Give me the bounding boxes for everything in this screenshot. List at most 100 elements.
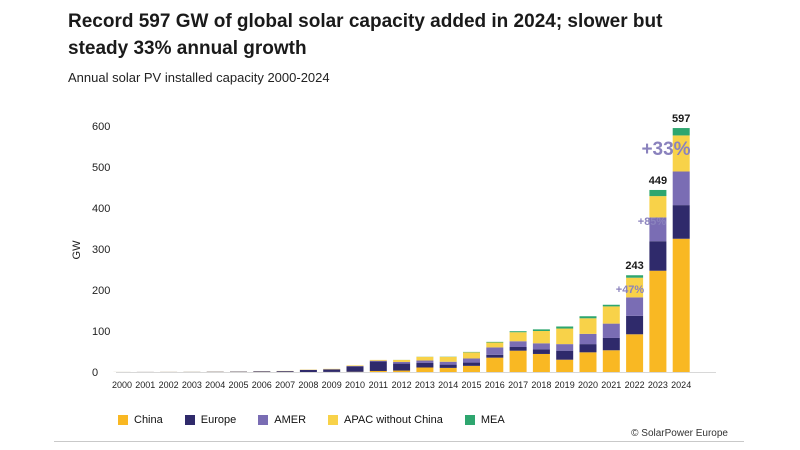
bar-apac-without-china-2010 [346,365,364,367]
bar-europe-2006 [253,371,271,372]
bar-mea-2022 [626,275,644,278]
legend-label: Europe [200,414,237,426]
bar-apac-without-china-2013 [416,356,434,361]
bar-europe-2014 [439,364,457,368]
bar-mea-2017 [509,331,527,333]
bar-mea-2021 [602,304,620,307]
bar-amer-2022 [626,297,644,316]
legend-swatch [184,415,195,425]
bar-europe-2022 [626,315,644,335]
bar-amer-2018 [532,343,550,350]
bar-europe-2010 [346,366,364,372]
bar-apac-without-china-2017 [509,332,527,342]
bar-apac-without-china-2019 [556,328,574,345]
bar-europe-2016 [486,354,504,358]
legend-swatch [464,415,475,425]
x-tick-label: 2009 [322,380,342,390]
bar-apac-without-china-2012 [393,359,411,362]
legend-label: MEA [480,414,505,426]
legend-item-apac-without-china: APAC without China [328,414,443,426]
bar-europe-2009 [323,369,341,372]
bar-amer-2019 [556,344,574,351]
x-tick-label: 2010 [345,380,365,390]
x-tick-label: 2023 [648,380,668,390]
x-tick-label: 2003 [182,380,202,390]
x-tick-label: 2016 [485,380,505,390]
bar-apac-without-china-2022 [626,277,644,298]
bar-apac-without-china-2020 [579,318,597,334]
bar-mea-2023 [649,189,667,197]
bar-china-2015 [463,365,480,372]
bar-china-2019 [556,359,574,372]
growth-label-2024: +33% [641,139,690,160]
x-tick-label: 2000 [112,380,132,390]
legend-item-amer: AMER [258,414,306,426]
legend-swatch [258,415,269,425]
bar-china-2024 [672,238,690,372]
x-tick-label: 2004 [205,380,225,390]
x-tick-label: 2014 [438,380,458,390]
bar-amer-2011 [369,360,387,362]
y-tick-label: 600 [92,121,110,133]
x-tick-label: 2006 [252,380,272,390]
bar-china-2013 [416,367,434,372]
bar-europe-2015 [463,362,480,366]
bar-china-2011 [369,370,387,372]
bar-europe-2020 [579,344,597,353]
legend: China Europe AMER APAC without China MEA [118,414,505,426]
y-tick-label: 0 [92,367,98,379]
bar-amer-2024 [672,171,690,206]
x-tick-label: 2002 [159,380,179,390]
bar-apac-without-china-2023 [649,196,667,218]
y-tick-label: 300 [92,244,110,256]
total-label-2022: 243 [625,260,643,272]
x-tick-label: 2019 [555,380,575,390]
bar-apac-without-china-2024 [672,135,690,172]
x-tick-label: 2007 [275,380,295,390]
x-tick-label: 2015 [461,380,481,390]
bar-china-2023 [649,270,667,372]
y-tick-label: 500 [92,162,110,174]
bar-amer-2015 [463,358,480,363]
x-tick-label: 2012 [392,380,412,390]
bar-amer-2023 [649,217,667,242]
bar-china-2022 [626,334,644,372]
x-tick-label: 2021 [601,380,621,390]
x-tick-label: 2001 [135,380,155,390]
x-tick-label: 2008 [298,380,318,390]
bar-mea-2016 [486,341,504,343]
growth-label-2023: +85% [638,216,667,228]
legend-label: APAC without China [344,414,443,426]
legend-swatch [118,415,128,425]
bar-amer-2020 [579,333,597,345]
chart-title: Record 597 GW of global solar capacity a… [68,11,663,59]
y-tick-label: 100 [92,326,110,338]
chart-subtitle: Annual solar PV installed capacity 2000-… [68,70,330,85]
legend-item-europe: Europe [184,414,237,426]
bar-mea-2018 [532,329,550,331]
bar-china-2018 [532,353,550,372]
total-label-2024: 597 [672,113,690,125]
bar-amer-2012 [393,361,411,364]
chart-frame [54,0,744,442]
x-tick-label: 2020 [578,380,598,390]
bar-europe-2018 [532,349,550,354]
bar-china-2021 [602,350,620,372]
x-tick-label: 2024 [671,380,691,390]
y-tick-label: 200 [92,285,110,297]
legend-swatch [328,415,339,425]
bar-apac-without-china-2016 [486,342,504,348]
bar-apac-without-china-2018 [532,331,550,344]
bar-china-2017 [509,350,527,372]
bar-china-2014 [439,367,457,372]
legend-label: China [134,414,163,426]
x-tick-label: 2018 [531,380,551,390]
legend-label: AMER [274,414,307,426]
bar-europe-2021 [602,337,620,351]
bar-mea-2019 [556,326,574,329]
growth-label-2022: +47% [616,284,645,296]
bar-europe-2017 [509,346,527,351]
bar-apac-without-china-2014 [439,356,457,362]
bar-europe-2019 [556,350,574,360]
